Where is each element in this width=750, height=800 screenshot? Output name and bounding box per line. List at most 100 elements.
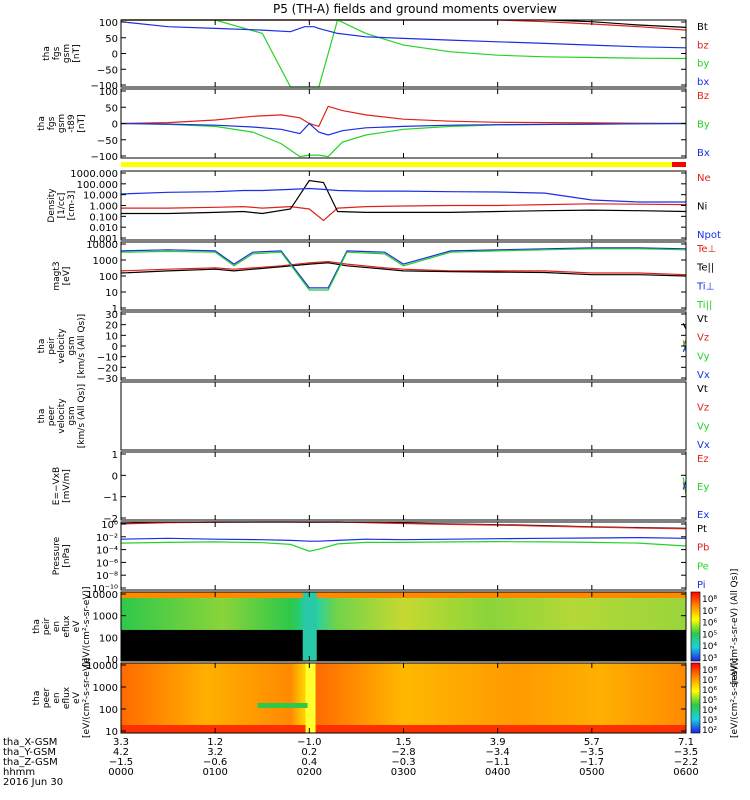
y-axis-label-line: tha (37, 339, 47, 354)
y-tick-label: 1 (112, 304, 118, 315)
colorbar-tick-label: 10⁷ (702, 607, 717, 617)
y-axis-label-line: peir (47, 337, 57, 355)
series-line-Ti⊥ (120, 247, 687, 289)
legend-item: Ti|| (696, 300, 712, 311)
y-axis-label-line: magt3 (52, 261, 62, 290)
x-axis-value-hhmm: 0100 (202, 767, 227, 778)
y-tick-label: 10⁻⁴ (96, 546, 118, 557)
y-tick-label: −100 (91, 152, 118, 163)
y-axis-label-line: Density (47, 188, 57, 223)
y-tick-label: 20 (105, 321, 118, 332)
colorbar (690, 662, 701, 734)
y-axis-label-line: en (52, 621, 62, 632)
y-axis-label-line: tha (37, 409, 47, 424)
series-line-Ni (121, 179, 687, 215)
y-axis-label-line: [km/s (All Qs)] (77, 384, 87, 448)
y-axis-label: tha peir en eflux eV [eV/(cm²-s-sr-eV)] (32, 586, 92, 666)
legend-item: By (697, 120, 710, 131)
y-axis-label-line: [cm-3] (67, 191, 77, 221)
y-axis-label-line: velocity (57, 398, 67, 434)
y-axis-label-line: [nPa] (62, 544, 72, 567)
colorbar (690, 591, 701, 662)
x-axis-value-X: 3.9 (490, 737, 506, 748)
y-axis-label-line: peir (42, 617, 52, 635)
y-axis-label: tha fgs gsm [nT] (42, 44, 82, 63)
series-line-Bz (120, 105, 687, 128)
panel-frame (120, 451, 687, 521)
y-tick-label: 100 (99, 633, 118, 644)
y-axis-label-line: [eV/(cm²-s-sr-eV)] (82, 658, 92, 738)
legend-item: Ez (697, 454, 709, 465)
y-tick-label: 50 (105, 34, 118, 45)
legend-item: Ne (697, 173, 711, 184)
y-tick-label: 1000 (93, 256, 118, 267)
y-tick-label: 1.000 (89, 202, 118, 213)
y-axis-label-line: gsm (67, 406, 77, 425)
x-axis-value-Y: −3.5 (674, 747, 698, 758)
x-axis-value-hhmm: 0400 (485, 767, 510, 778)
series-line-Npot (120, 187, 686, 203)
series-line-By (120, 122, 687, 158)
panel-frame (120, 19, 687, 88)
series-line-Te|| (120, 262, 687, 277)
legend-item: Vt (697, 384, 708, 395)
y-axis-label: tha peer en eflux eV [eV/(cm²-s-sr-eV)] (32, 658, 92, 738)
y-tick-label: 0 (112, 50, 118, 61)
y-tick-label: −20 (97, 363, 118, 374)
colorbar-tick-label: 10⁸ (702, 595, 717, 605)
x-axis-value-X: 1.2 (207, 737, 223, 748)
series-line-bx (120, 21, 687, 49)
legend-item: Ey (697, 482, 709, 493)
x-axis-value-hhmm: 0000 (108, 767, 133, 778)
y-axis-label-line: gsm (67, 336, 77, 355)
x-axis-value-Z: −1.5 (109, 757, 133, 768)
legend-item: Vy (697, 421, 710, 432)
x-axis-row-label: 2016 Jun 30 (3, 777, 63, 788)
y-tick-label: 10 (105, 727, 118, 738)
y-tick-label: 10000 (86, 240, 118, 251)
x-axis-value-hhmm: 0300 (391, 767, 416, 778)
panel-frame (120, 521, 687, 591)
x-axis-value-Z: −0.6 (203, 757, 227, 768)
panel-e-field: 1 0 −1 −2 E=−VxB [mV/m] Ez Ey Ex (52, 450, 709, 525)
y-axis-label: tha fgs gsm -t89 [nT] (37, 114, 87, 133)
y-tick-label: 0 (112, 342, 118, 353)
y-axis-label-line: tha (37, 116, 47, 131)
y-tick-label: 0.001 (89, 234, 118, 245)
y-axis-label: Density [1/cc] [cm-3] (47, 188, 77, 223)
y-axis-label-line: tha (32, 691, 42, 706)
x-axis-value-Y: −2.8 (391, 747, 415, 758)
y-axis-label: tha peir velocity gsm [km/s (All Qs)] (37, 314, 87, 378)
y-tick-label: 10⁻⁸ (96, 571, 118, 582)
colorbar-tick-label: 10⁶ (702, 619, 717, 629)
y-tick-label: 1000.000 (70, 169, 118, 180)
y-tick-label: 10000 (86, 590, 118, 601)
y-axis-label-line: peer (47, 405, 57, 426)
y-axis-label-line: en (52, 692, 62, 703)
series-line-by (121, 19, 687, 88)
legend-item: Vt (697, 314, 708, 325)
x-axis-row-label: tha_Y-GSM (3, 747, 56, 758)
y-tick-label: 0.010 (89, 223, 118, 234)
quality-bar-end (672, 162, 686, 167)
y-axis-label-line: fgs (52, 46, 62, 60)
y-tick-label: −1 (103, 493, 118, 504)
y-axis-label-line: eV (72, 691, 82, 704)
y-tick-label: 100.000 (77, 180, 118, 191)
legend-item: Vy (697, 351, 710, 362)
legend-item: bz (697, 40, 709, 51)
y-tick-label: 30 (105, 310, 118, 321)
legend-item: Vx (697, 440, 710, 451)
colorbar-tick-label: 10⁷ (702, 676, 717, 686)
y-axis-label-line: fgs (47, 116, 57, 130)
colorbar-tick-label: 10⁸ (702, 666, 717, 676)
y-tick-label: 10⁻¹⁰ (92, 584, 118, 595)
legend-item: Pe (697, 561, 709, 572)
legend-item: Pb (697, 543, 709, 554)
legend-item: Ni (697, 202, 707, 213)
y-axis-label: tha peer velocity gsm [km/s (All Qs)] (37, 384, 87, 448)
heatmap-green-feature (257, 703, 308, 708)
y-tick-label: 1000 (93, 683, 118, 694)
x-axis-value-Y: 0.2 (301, 747, 317, 758)
x-axis-value-Z: 0.4 (301, 757, 317, 768)
